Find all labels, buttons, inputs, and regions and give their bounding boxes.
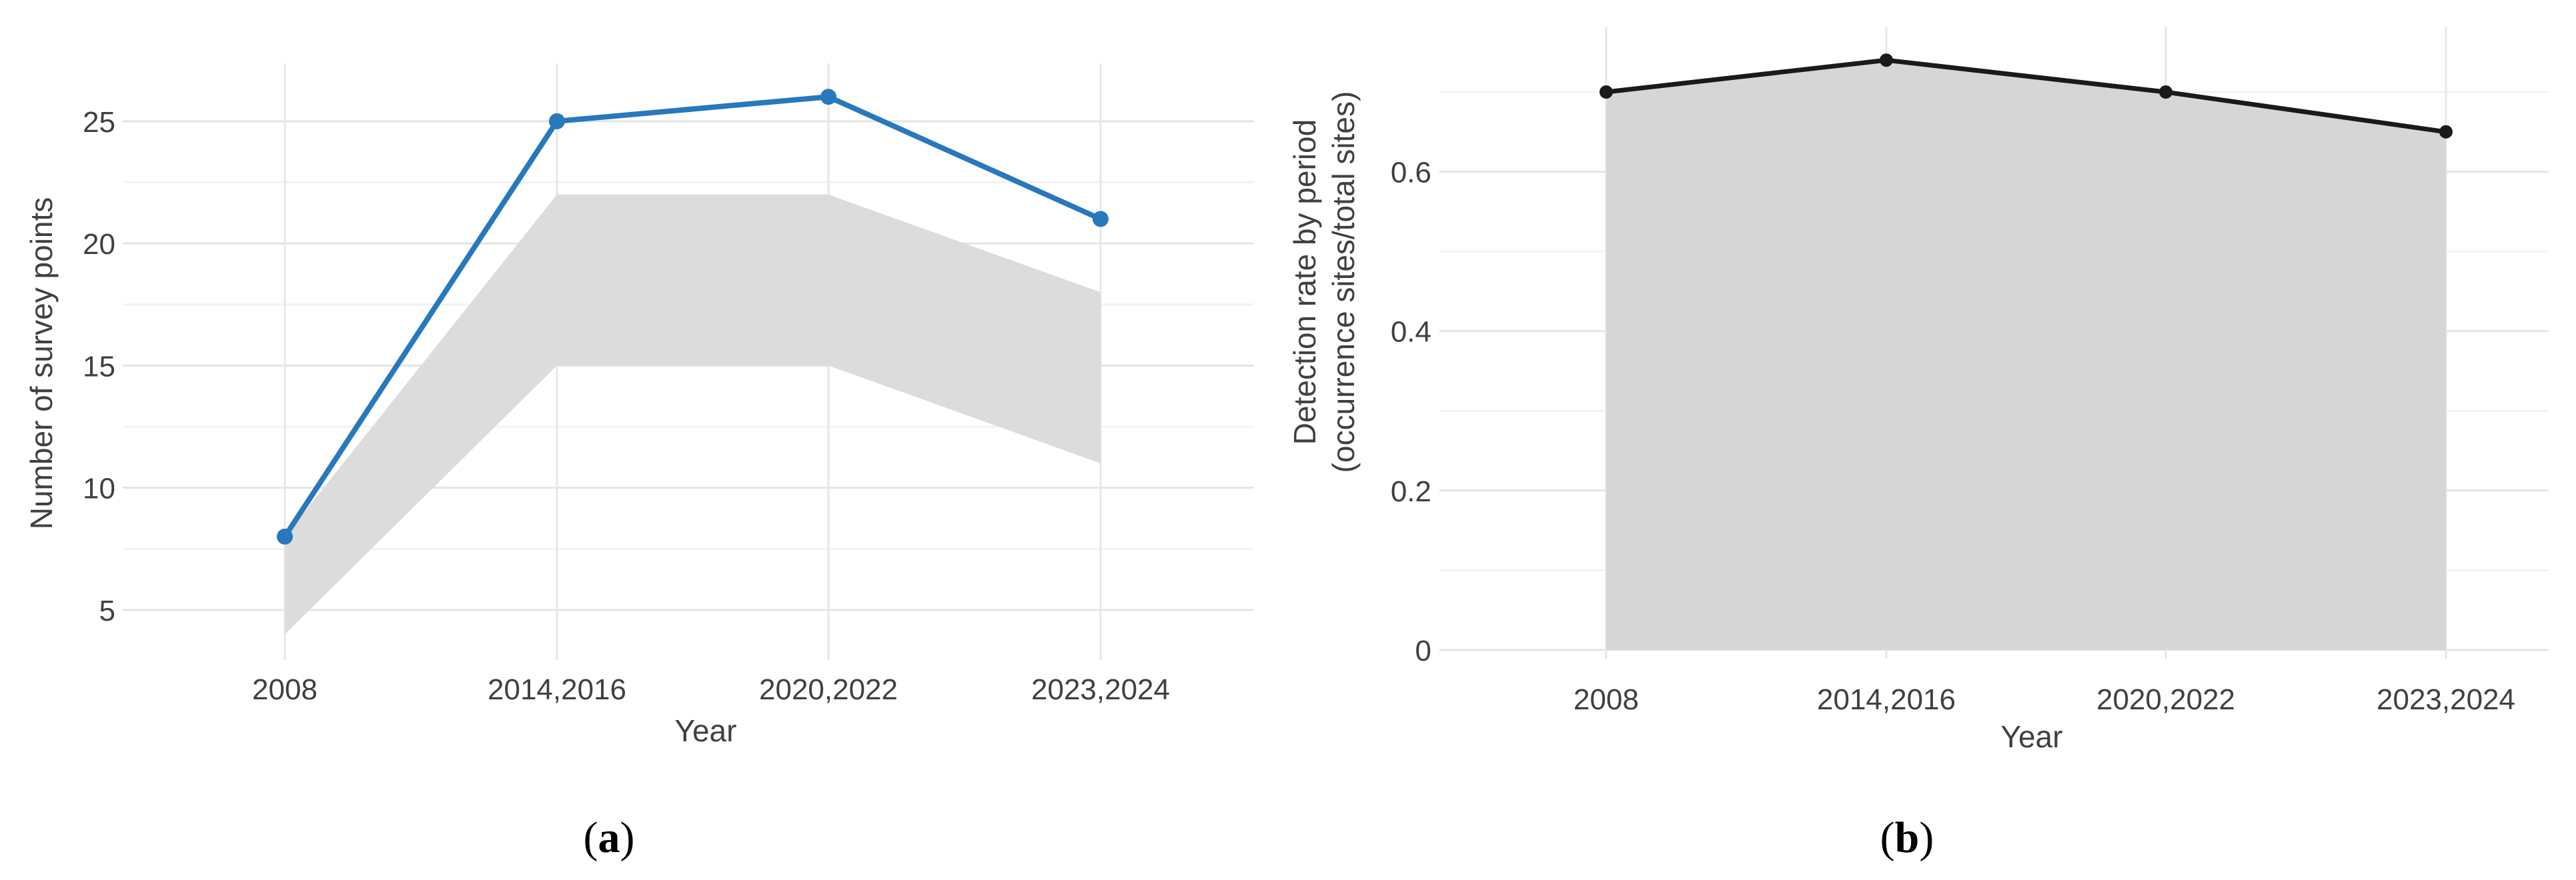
x-tick-label: 2008 (1573, 683, 1639, 716)
y-tick-label: 0.2 (1391, 475, 1431, 508)
panel-a-survey-points-chart: 5 10 15 20 25 2008 2014,2016 2020,2022 2023,2024… (24, 63, 1254, 748)
data-point (820, 89, 836, 105)
x-tick-label: 2014,2016 (1817, 683, 1956, 716)
data-point (1599, 85, 1613, 99)
y-axis-title: Number of survey points (24, 197, 59, 530)
x-tick-label: 2020,2022 (2096, 683, 2235, 716)
x-axis-title: Year (2001, 719, 2063, 754)
data-point (1093, 211, 1109, 227)
panel-b-detection-rate-chart: 0 0.2 0.4 0.6 2008 2014,2016 2020,2022 2023,202… (1287, 27, 2549, 754)
caption-a-open-paren: ( (583, 813, 598, 862)
y-tick-label: 10 (83, 473, 115, 505)
data-line (282, 94, 1103, 539)
data-line (1603, 57, 2449, 135)
data-point (1880, 53, 1893, 67)
y-tick-label: 0 (1415, 635, 1431, 667)
caption-b-open-paren: ( (1880, 813, 1895, 862)
caption-b: (b) (1880, 808, 1934, 868)
data-point (2159, 85, 2172, 99)
x-tick-label: 2023,2024 (2377, 683, 2515, 716)
y-tick-label: 0.6 (1391, 157, 1431, 189)
y-tick-label: 15 (83, 350, 115, 383)
x-tick-label: 2014,2016 (488, 673, 626, 706)
x-tick-label: 2008 (252, 673, 317, 706)
caption-a: (a) (584, 808, 635, 868)
area-fill (1606, 60, 2446, 650)
data-point (277, 528, 293, 545)
y-tick-label: 5 (99, 595, 115, 627)
y-axis-title: Detection rate by period (1287, 119, 1322, 445)
data-point (2439, 125, 2453, 139)
caption-b-letter: b (1894, 813, 1920, 862)
x-axis-title: Year (675, 713, 737, 748)
data-point (549, 113, 565, 129)
caption-a-letter: a (598, 813, 620, 862)
y-tick-label: 0.4 (1391, 316, 1431, 349)
y-tick-label: 25 (83, 106, 115, 139)
x-tick-label: 2020,2022 (759, 673, 898, 706)
caption-b-close-paren: ) (1919, 813, 1934, 862)
y-axis-title: (occurrence sites/total sites) (1326, 91, 1361, 473)
x-tick-label: 2023,2024 (1031, 673, 1170, 706)
y-tick-label: 20 (83, 228, 115, 261)
range-band (285, 194, 1101, 635)
caption-a-close-paren: ) (620, 813, 635, 862)
